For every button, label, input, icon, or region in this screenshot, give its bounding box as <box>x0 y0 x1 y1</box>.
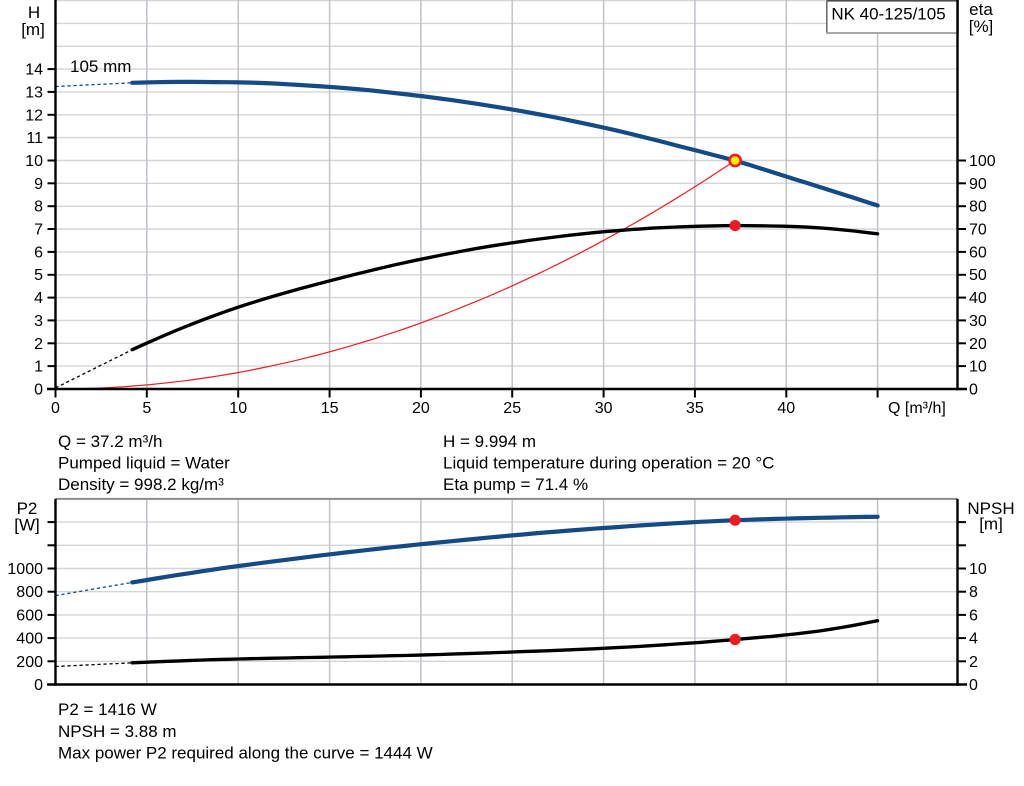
svg-text:Q = 37.2 m³/h: Q = 37.2 m³/h <box>58 432 162 451</box>
svg-text:100: 100 <box>969 153 996 170</box>
svg-text:10: 10 <box>969 561 987 578</box>
svg-text:0: 0 <box>34 677 43 694</box>
svg-text:60: 60 <box>969 244 987 261</box>
svg-text:70: 70 <box>969 222 987 239</box>
svg-text:[%]: [%] <box>969 17 994 36</box>
svg-text:Liquid temperature during oper: Liquid temperature during operation = 20… <box>443 454 774 473</box>
svg-text:35: 35 <box>686 400 704 417</box>
svg-text:8: 8 <box>34 199 43 216</box>
svg-text:NPSH: NPSH <box>967 499 1014 518</box>
svg-text:30: 30 <box>969 313 987 330</box>
svg-text:P2 = 1416 W: P2 = 1416 W <box>58 700 157 719</box>
svg-text:H: H <box>28 3 40 22</box>
svg-text:H = 9.994 m: H = 9.994 m <box>443 432 536 451</box>
svg-text:eta: eta <box>969 0 993 19</box>
svg-text:600: 600 <box>16 607 43 624</box>
svg-text:Pumped liquid = Water: Pumped liquid = Water <box>58 454 230 473</box>
svg-text:40: 40 <box>969 290 987 307</box>
svg-text:105 mm: 105 mm <box>70 57 131 76</box>
svg-text:5: 5 <box>34 267 43 284</box>
svg-text:1: 1 <box>34 359 43 376</box>
svg-text:12: 12 <box>25 107 43 124</box>
svg-text:200: 200 <box>16 654 43 671</box>
svg-text:[m]: [m] <box>21 20 45 39</box>
svg-text:3: 3 <box>34 313 43 330</box>
svg-text:0: 0 <box>51 400 60 417</box>
svg-text:6: 6 <box>34 244 43 261</box>
svg-text:Eta pump = 71.4 %: Eta pump = 71.4 % <box>443 475 588 494</box>
svg-text:0: 0 <box>969 677 978 694</box>
svg-text:0: 0 <box>969 382 978 399</box>
svg-text:50: 50 <box>969 267 987 284</box>
svg-text:6: 6 <box>969 607 978 624</box>
svg-text:25: 25 <box>503 400 521 417</box>
svg-text:4: 4 <box>969 631 978 648</box>
svg-text:90: 90 <box>969 176 987 193</box>
svg-text:8: 8 <box>969 584 978 601</box>
svg-text:10: 10 <box>969 359 987 376</box>
svg-text:40: 40 <box>777 400 795 417</box>
svg-text:Q [m³/h]: Q [m³/h] <box>888 400 946 417</box>
svg-text:11: 11 <box>26 130 43 147</box>
svg-text:80: 80 <box>969 199 987 216</box>
svg-text:2: 2 <box>969 654 978 671</box>
svg-text:30: 30 <box>595 400 613 417</box>
svg-text:20: 20 <box>412 400 430 417</box>
svg-text:7: 7 <box>34 222 43 239</box>
svg-text:800: 800 <box>16 584 43 601</box>
svg-text:5: 5 <box>142 400 151 417</box>
svg-text:Max power P2 required along th: Max power P2 required along the curve = … <box>58 744 433 763</box>
svg-text:NPSH = 3.88 m: NPSH = 3.88 m <box>58 722 177 741</box>
svg-text:Density = 998.2 kg/m³: Density = 998.2 kg/m³ <box>58 475 224 494</box>
svg-text:10: 10 <box>25 153 43 170</box>
svg-text:1000: 1000 <box>7 561 43 578</box>
svg-text:[W]: [W] <box>14 516 40 535</box>
svg-text:4: 4 <box>34 290 43 307</box>
svg-text:2: 2 <box>34 336 43 353</box>
svg-text:P2: P2 <box>17 499 38 518</box>
svg-text:10: 10 <box>229 400 247 417</box>
svg-text:13: 13 <box>25 84 43 101</box>
svg-text:20: 20 <box>969 336 987 353</box>
svg-text:[m]: [m] <box>979 515 1003 534</box>
svg-text:400: 400 <box>16 631 43 648</box>
svg-text:14: 14 <box>25 62 43 79</box>
svg-text:NK 40-125/105: NK 40-125/105 <box>831 5 945 24</box>
svg-text:15: 15 <box>321 400 339 417</box>
svg-text:0: 0 <box>34 382 43 399</box>
svg-text:9: 9 <box>34 176 43 193</box>
